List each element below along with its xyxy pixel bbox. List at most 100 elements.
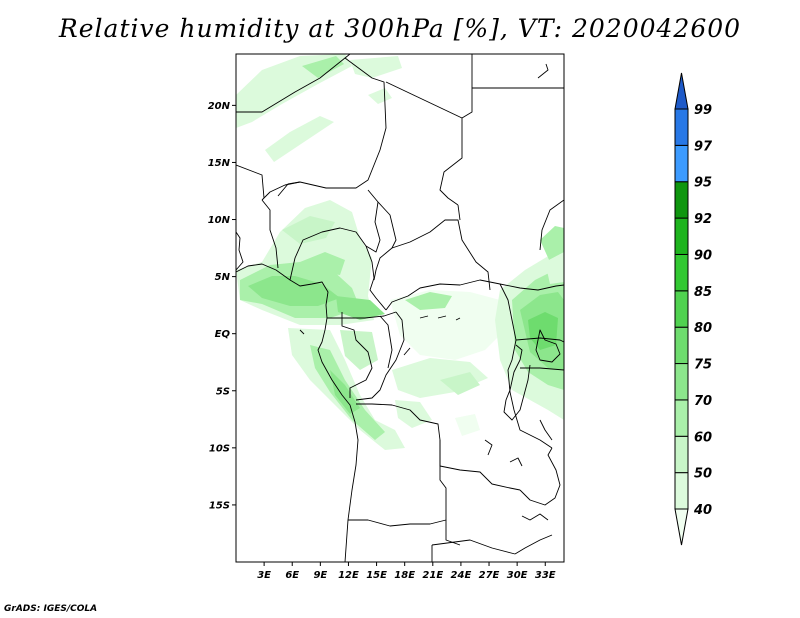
lon-tick-label: 33E bbox=[535, 570, 556, 581]
colorbar-label: 75 bbox=[694, 358, 712, 373]
country-border bbox=[348, 440, 447, 527]
lat-tick-label: 10N bbox=[208, 215, 231, 226]
lon-tick-label: 24E bbox=[451, 570, 472, 581]
coastline bbox=[236, 231, 244, 271]
lon-tick-label: 18E bbox=[394, 570, 415, 581]
colorbar-label: 70 bbox=[694, 394, 712, 409]
country-border bbox=[327, 311, 397, 319]
lon-tick-label: 12E bbox=[338, 570, 359, 581]
colorbar-segment bbox=[674, 472, 689, 510]
colorbar-segment bbox=[674, 217, 689, 255]
lon-tick-label: 21E bbox=[422, 570, 443, 581]
colorbar-segment bbox=[674, 435, 689, 474]
country-border bbox=[391, 219, 491, 291]
country-border bbox=[344, 54, 351, 59]
lon-tick-label: 30E bbox=[507, 570, 528, 581]
colorbar-lower-arrow bbox=[674, 508, 689, 546]
map-borders bbox=[236, 54, 564, 562]
country-border bbox=[515, 337, 564, 343]
country-border bbox=[520, 367, 564, 371]
colorbar-label: 80 bbox=[694, 321, 712, 336]
country-border bbox=[431, 539, 516, 555]
humidity-area bbox=[368, 88, 392, 104]
lat-tick-label: 5S bbox=[216, 386, 230, 397]
grads-credit: GrADS: IGES/COLA bbox=[4, 604, 98, 614]
humidity-area bbox=[300, 252, 345, 275]
colorbar-label: 40 bbox=[693, 503, 712, 518]
colorbar-label: 85 bbox=[694, 285, 712, 300]
country-border bbox=[419, 315, 429, 319]
country-border bbox=[521, 513, 549, 521]
colorbar-segment bbox=[674, 363, 689, 401]
country-border bbox=[455, 317, 461, 321]
colorbar-segment bbox=[674, 108, 689, 146]
humidity-area bbox=[540, 226, 564, 262]
country-border bbox=[503, 344, 531, 421]
humidity-area bbox=[405, 292, 452, 310]
humidity-area bbox=[340, 330, 378, 370]
country-border bbox=[289, 189, 381, 281]
humidity-area bbox=[330, 370, 360, 414]
colorbar-label: 90 bbox=[694, 248, 712, 263]
humidity-area bbox=[455, 414, 480, 436]
country-border bbox=[277, 181, 301, 197]
country-border bbox=[403, 347, 411, 356]
map-axes: 3E 6E 9E 12E 15E 18E 21E 24E 27E 30E 33E 20N 15N 10N 5… bbox=[208, 101, 556, 581]
humidity-area bbox=[440, 372, 480, 395]
country-border bbox=[356, 403, 521, 491]
country-border bbox=[539, 199, 564, 251]
country-border bbox=[437, 315, 447, 319]
colorbar-segment bbox=[674, 290, 689, 328]
country-border bbox=[261, 199, 279, 269]
country-border bbox=[484, 439, 493, 456]
humidity-area bbox=[545, 252, 564, 284]
lon-tick-label: 6E bbox=[285, 570, 299, 581]
humidity-area bbox=[528, 312, 558, 350]
chart-title: Relative humidity at 300hPa [%], VT: 202… bbox=[58, 14, 742, 43]
country-border bbox=[236, 164, 265, 199]
humidity-area bbox=[282, 216, 335, 244]
country-border bbox=[539, 419, 553, 441]
humidity-area bbox=[302, 56, 344, 78]
country-border bbox=[514, 534, 553, 555]
humidity-area bbox=[336, 296, 385, 320]
colorbar-upper-arrow bbox=[674, 72, 689, 110]
colorbar-segment bbox=[674, 181, 689, 219]
lat-tick-label: 15N bbox=[208, 158, 231, 169]
colorbar-label: 97 bbox=[694, 139, 713, 154]
country-border bbox=[499, 283, 553, 449]
colorbar: 40 50 60 70 75 80 85 90 92 95 97 99 bbox=[674, 72, 713, 546]
map-frame bbox=[235, 53, 565, 563]
country-border bbox=[509, 457, 523, 467]
lon-tick-label: 27E bbox=[479, 570, 500, 581]
country-border bbox=[299, 329, 305, 335]
country-border bbox=[445, 520, 461, 546]
country-border bbox=[379, 315, 393, 369]
colorbar-label: 99 bbox=[694, 103, 712, 118]
humidity-area bbox=[265, 116, 334, 162]
country-border bbox=[385, 81, 463, 119]
lat-tick-label: EQ bbox=[215, 329, 231, 340]
lon-tick-label: 3E bbox=[257, 570, 271, 581]
colorbar-label: 95 bbox=[694, 176, 712, 191]
country-border bbox=[365, 245, 387, 311]
country-border bbox=[439, 54, 473, 206]
country-border bbox=[457, 204, 461, 221]
humidity-area bbox=[248, 276, 340, 306]
lon-tick-label: 9E bbox=[313, 570, 327, 581]
country-border bbox=[355, 311, 405, 401]
country-border bbox=[519, 447, 561, 506]
lat-tick-label: 5N bbox=[215, 272, 231, 283]
colorbar-label: 50 bbox=[694, 467, 712, 482]
colorbar-segment bbox=[674, 326, 689, 365]
colorbar-label: 92 bbox=[694, 212, 712, 227]
lat-tick-label: 20N bbox=[208, 101, 231, 112]
humidity-area bbox=[350, 56, 402, 78]
lat-tick-label: 10S bbox=[209, 443, 230, 454]
colorbar-label: 60 bbox=[694, 430, 712, 445]
humidity-shading bbox=[236, 54, 564, 450]
country-border bbox=[535, 329, 561, 363]
colorbar-segment bbox=[674, 144, 689, 183]
country-border bbox=[537, 63, 549, 79]
